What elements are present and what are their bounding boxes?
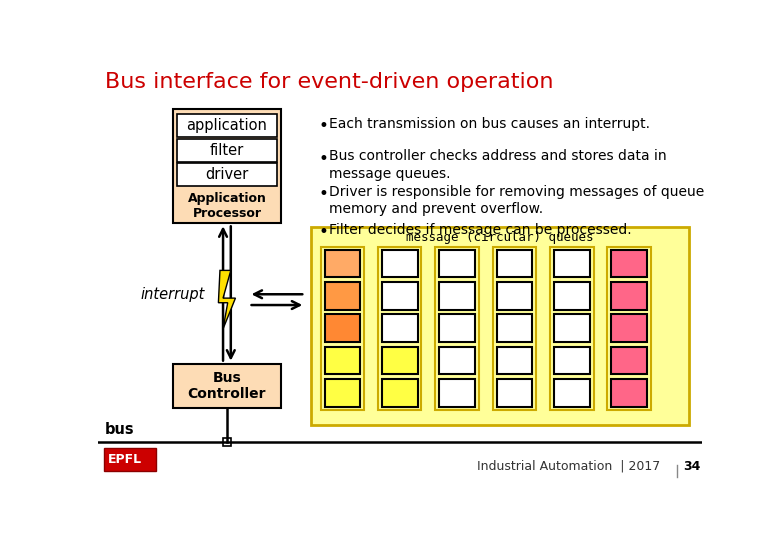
Text: application: application	[186, 118, 268, 133]
FancyBboxPatch shape	[324, 379, 360, 407]
FancyBboxPatch shape	[382, 347, 417, 374]
Text: Bus controller checks address and stores data in
message queues.: Bus controller checks address and stores…	[329, 150, 667, 181]
Text: bus: bus	[105, 422, 135, 437]
FancyBboxPatch shape	[378, 247, 421, 410]
FancyBboxPatch shape	[382, 282, 417, 309]
FancyBboxPatch shape	[321, 247, 364, 410]
FancyBboxPatch shape	[324, 282, 360, 309]
FancyBboxPatch shape	[612, 282, 647, 309]
FancyBboxPatch shape	[554, 347, 590, 374]
Text: Each transmission on bus causes an interrupt.: Each transmission on bus causes an inter…	[329, 117, 651, 131]
FancyBboxPatch shape	[177, 139, 277, 162]
FancyBboxPatch shape	[439, 314, 475, 342]
Text: Bus interface for event-driven operation: Bus interface for event-driven operation	[105, 72, 554, 92]
Text: •: •	[318, 117, 328, 135]
FancyBboxPatch shape	[435, 247, 479, 410]
FancyBboxPatch shape	[382, 379, 417, 407]
FancyBboxPatch shape	[612, 249, 647, 278]
Text: interrupt: interrupt	[140, 287, 204, 302]
FancyBboxPatch shape	[382, 249, 417, 278]
FancyBboxPatch shape	[324, 249, 360, 278]
Text: •: •	[318, 224, 328, 241]
FancyBboxPatch shape	[612, 379, 647, 407]
FancyBboxPatch shape	[177, 114, 277, 137]
FancyBboxPatch shape	[177, 164, 277, 186]
FancyBboxPatch shape	[439, 282, 475, 309]
Text: Application
Processor: Application Processor	[187, 192, 266, 220]
Text: driver: driver	[205, 167, 249, 183]
FancyBboxPatch shape	[172, 110, 281, 224]
FancyBboxPatch shape	[554, 379, 590, 407]
Text: Driver is responsible for removing messages of queue
memory and prevent overflow: Driver is responsible for removing messa…	[329, 185, 704, 216]
FancyBboxPatch shape	[497, 249, 532, 278]
Text: Filter decides if message can be processed.: Filter decides if message can be process…	[329, 224, 632, 238]
FancyBboxPatch shape	[497, 282, 532, 309]
Text: 34: 34	[683, 460, 700, 473]
Text: Industrial Automation  | 2017: Industrial Automation | 2017	[477, 460, 661, 473]
FancyBboxPatch shape	[223, 438, 231, 446]
FancyBboxPatch shape	[439, 379, 475, 407]
FancyBboxPatch shape	[612, 314, 647, 342]
FancyBboxPatch shape	[554, 282, 590, 309]
FancyBboxPatch shape	[172, 363, 281, 408]
FancyBboxPatch shape	[550, 247, 594, 410]
FancyBboxPatch shape	[310, 226, 689, 425]
FancyBboxPatch shape	[382, 314, 417, 342]
FancyBboxPatch shape	[612, 347, 647, 374]
FancyBboxPatch shape	[608, 247, 651, 410]
FancyBboxPatch shape	[439, 347, 475, 374]
FancyBboxPatch shape	[324, 314, 360, 342]
FancyBboxPatch shape	[554, 249, 590, 278]
FancyBboxPatch shape	[493, 247, 536, 410]
FancyBboxPatch shape	[104, 448, 157, 471]
FancyBboxPatch shape	[497, 314, 532, 342]
Text: message (circular) queues: message (circular) queues	[406, 231, 594, 244]
FancyBboxPatch shape	[497, 347, 532, 374]
Text: •: •	[318, 185, 328, 203]
Text: Bus
Controller: Bus Controller	[188, 371, 266, 401]
FancyBboxPatch shape	[554, 314, 590, 342]
FancyBboxPatch shape	[439, 249, 475, 278]
FancyBboxPatch shape	[497, 379, 532, 407]
Polygon shape	[218, 271, 236, 329]
Text: EPFL: EPFL	[108, 453, 143, 467]
FancyBboxPatch shape	[324, 347, 360, 374]
Text: •: •	[318, 150, 328, 167]
Text: filter: filter	[210, 143, 244, 158]
